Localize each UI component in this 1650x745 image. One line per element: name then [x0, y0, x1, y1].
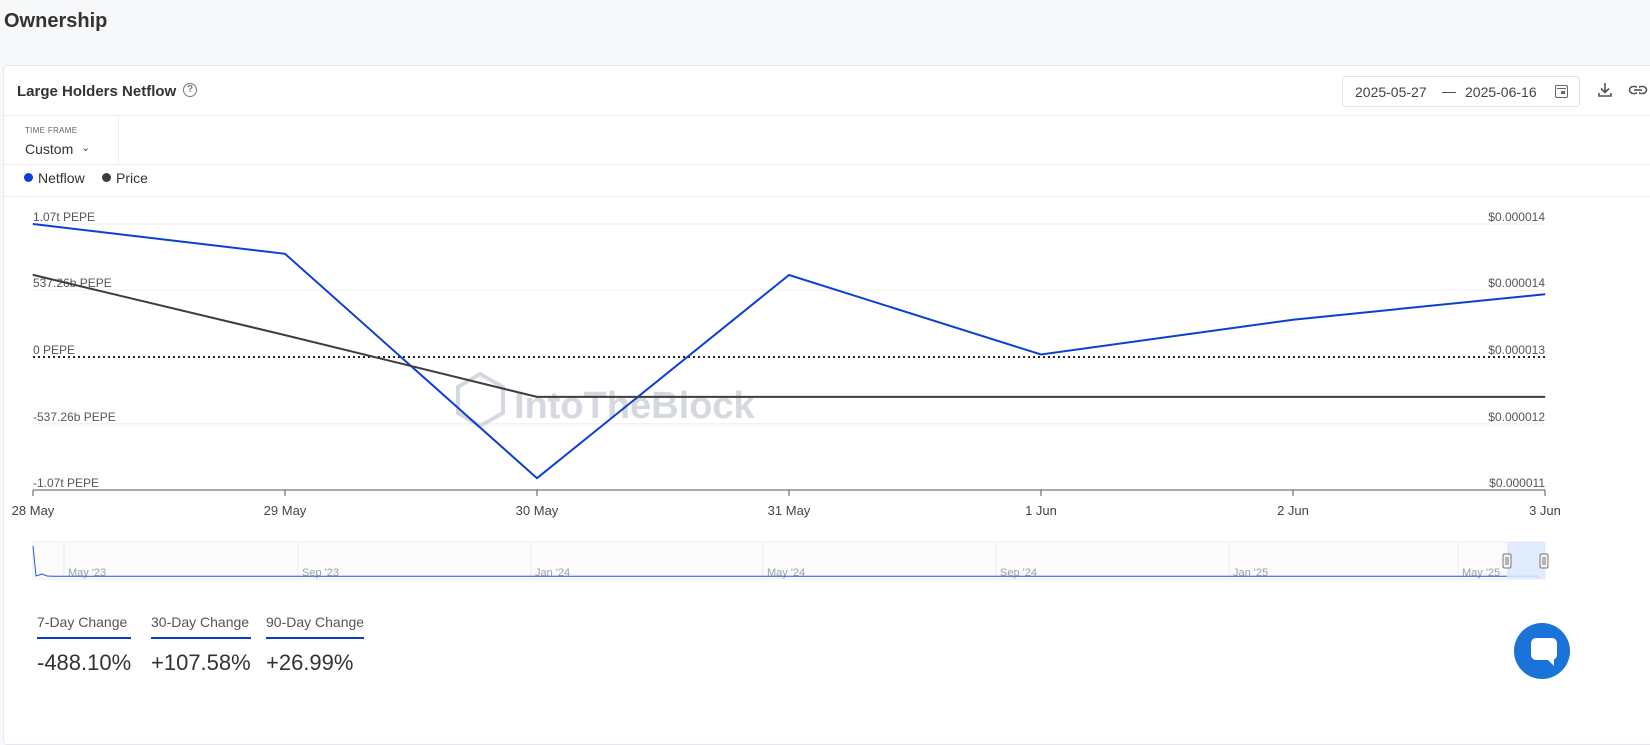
x-tick-label: 3 Jun: [1529, 503, 1561, 518]
x-tick-label: 31 May: [768, 503, 811, 518]
data-point-price: [536, 396, 538, 398]
watermark-logo-icon: [456, 371, 505, 429]
y-right-tick-label: $0.000014: [1488, 210, 1545, 224]
change-value: -488.10%: [37, 650, 132, 675]
navigator-label: May '23: [68, 567, 106, 579]
navigator-label: Sep '24: [1000, 567, 1037, 579]
x-tick-label: 29 May: [264, 503, 307, 518]
x-tick-label: 28 May: [12, 503, 55, 518]
x-tick-label: 1 Jun: [1025, 503, 1057, 518]
navigator-label: Sep '23: [302, 567, 339, 579]
series-line-price: [32, 273, 1545, 398]
chat-icon: [1531, 638, 1557, 666]
navigator-sparkline: [32, 545, 1538, 577]
date-start[interactable]: 2025-05-27: [1355, 84, 1427, 100]
legend-item-netflow[interactable]: Netflow: [24, 170, 85, 186]
navigator-handle: [1502, 553, 1512, 569]
data-point-price: [1040, 396, 1042, 398]
change-value: +107.58%: [151, 650, 251, 675]
data-point-price: [1292, 396, 1294, 398]
page-title: Ownership: [4, 10, 108, 32]
navigator-label: Jan '24: [535, 567, 570, 579]
change-label: 7-Day Change: [37, 614, 132, 639]
navigator-label: May '24: [767, 567, 805, 579]
y-left-tick-label: 1.07t PEPE: [33, 210, 95, 224]
x-tick-label: 30 May: [516, 503, 559, 518]
navigator-label: May '25: [1462, 567, 1500, 579]
navigator-background: [32, 541, 1546, 580]
change-label: 30-Day Change: [151, 614, 251, 639]
data-point-netflow: [788, 274, 790, 276]
watermark-text: IntoTheBlock: [514, 385, 756, 427]
data-point-netflow: [284, 253, 286, 255]
data-point-netflow: [1292, 319, 1294, 321]
series-line-netflow: [32, 223, 1546, 480]
legend-label-netflow: Netflow: [38, 170, 85, 186]
legend-item-price[interactable]: Price: [102, 170, 148, 186]
timeframe-value[interactable]: Custom: [25, 141, 74, 157]
data-point-netflow: [32, 223, 34, 225]
timeframe-label: TIME FRAME: [25, 126, 78, 135]
y-left-tick-label: -1.07t PEPE: [33, 476, 99, 490]
help-icon[interactable]: ?: [183, 83, 197, 97]
y-right-tick-label: $0.000014: [1488, 276, 1545, 290]
data-point-netflow: [1040, 354, 1042, 356]
divider: [4, 196, 1650, 197]
y-right-tick-label: $0.000011: [1489, 476, 1545, 490]
change-label: 90-Day Change: [266, 614, 365, 639]
card-header: Large Holders Netflow ? 2025-05-27 — 202…: [4, 66, 1650, 116]
data-point-netflow: [1544, 293, 1546, 295]
data-point-price: [788, 396, 790, 398]
download-icon[interactable]: [1596, 81, 1614, 99]
y-right-tick-label: $0.000013: [1488, 343, 1545, 357]
y-left-tick-label: 0 PEPE: [33, 343, 75, 357]
divider: [4, 164, 1650, 165]
date-end[interactable]: 2025-06-16: [1465, 84, 1537, 100]
legend-label-price: Price: [116, 170, 148, 186]
data-point-price: [1544, 396, 1546, 398]
calendar-icon[interactable]: [1555, 85, 1568, 98]
navigator-label: Jan '25: [1233, 567, 1268, 579]
change-value: +26.99%: [266, 650, 354, 675]
link-icon[interactable]: [1628, 81, 1648, 99]
change-7d[interactable]: 7-Day Change -488.10%: [37, 614, 132, 676]
change-90d[interactable]: 90-Day Change +26.99%: [266, 614, 365, 676]
y-right-tick-label: $0.000012: [1488, 410, 1545, 424]
chat-button[interactable]: [1514, 623, 1570, 679]
date-separator: —: [1442, 83, 1456, 99]
timeframe-selector[interactable]: TIME FRAME Custom ⌄: [4, 116, 119, 164]
data-point-price: [32, 274, 34, 276]
data-point-netflow: [536, 477, 538, 479]
chevron-down-icon[interactable]: ⌄: [81, 142, 91, 154]
navigator-selection: [1507, 542, 1545, 579]
legend-dot-price: [102, 173, 111, 182]
x-tick-label: 2 Jun: [1277, 503, 1309, 518]
y-left-tick-label: -537.26b PEPE: [33, 410, 116, 424]
data-point-price: [284, 334, 286, 336]
legend-dot-netflow: [24, 173, 33, 182]
navigator-handle: [1539, 553, 1549, 569]
change-30d[interactable]: 30-Day Change +107.58%: [151, 614, 251, 676]
card-title: Large Holders Netflow: [17, 83, 177, 100]
date-range-picker[interactable]: 2025-05-27 — 2025-06-16: [1342, 76, 1580, 107]
